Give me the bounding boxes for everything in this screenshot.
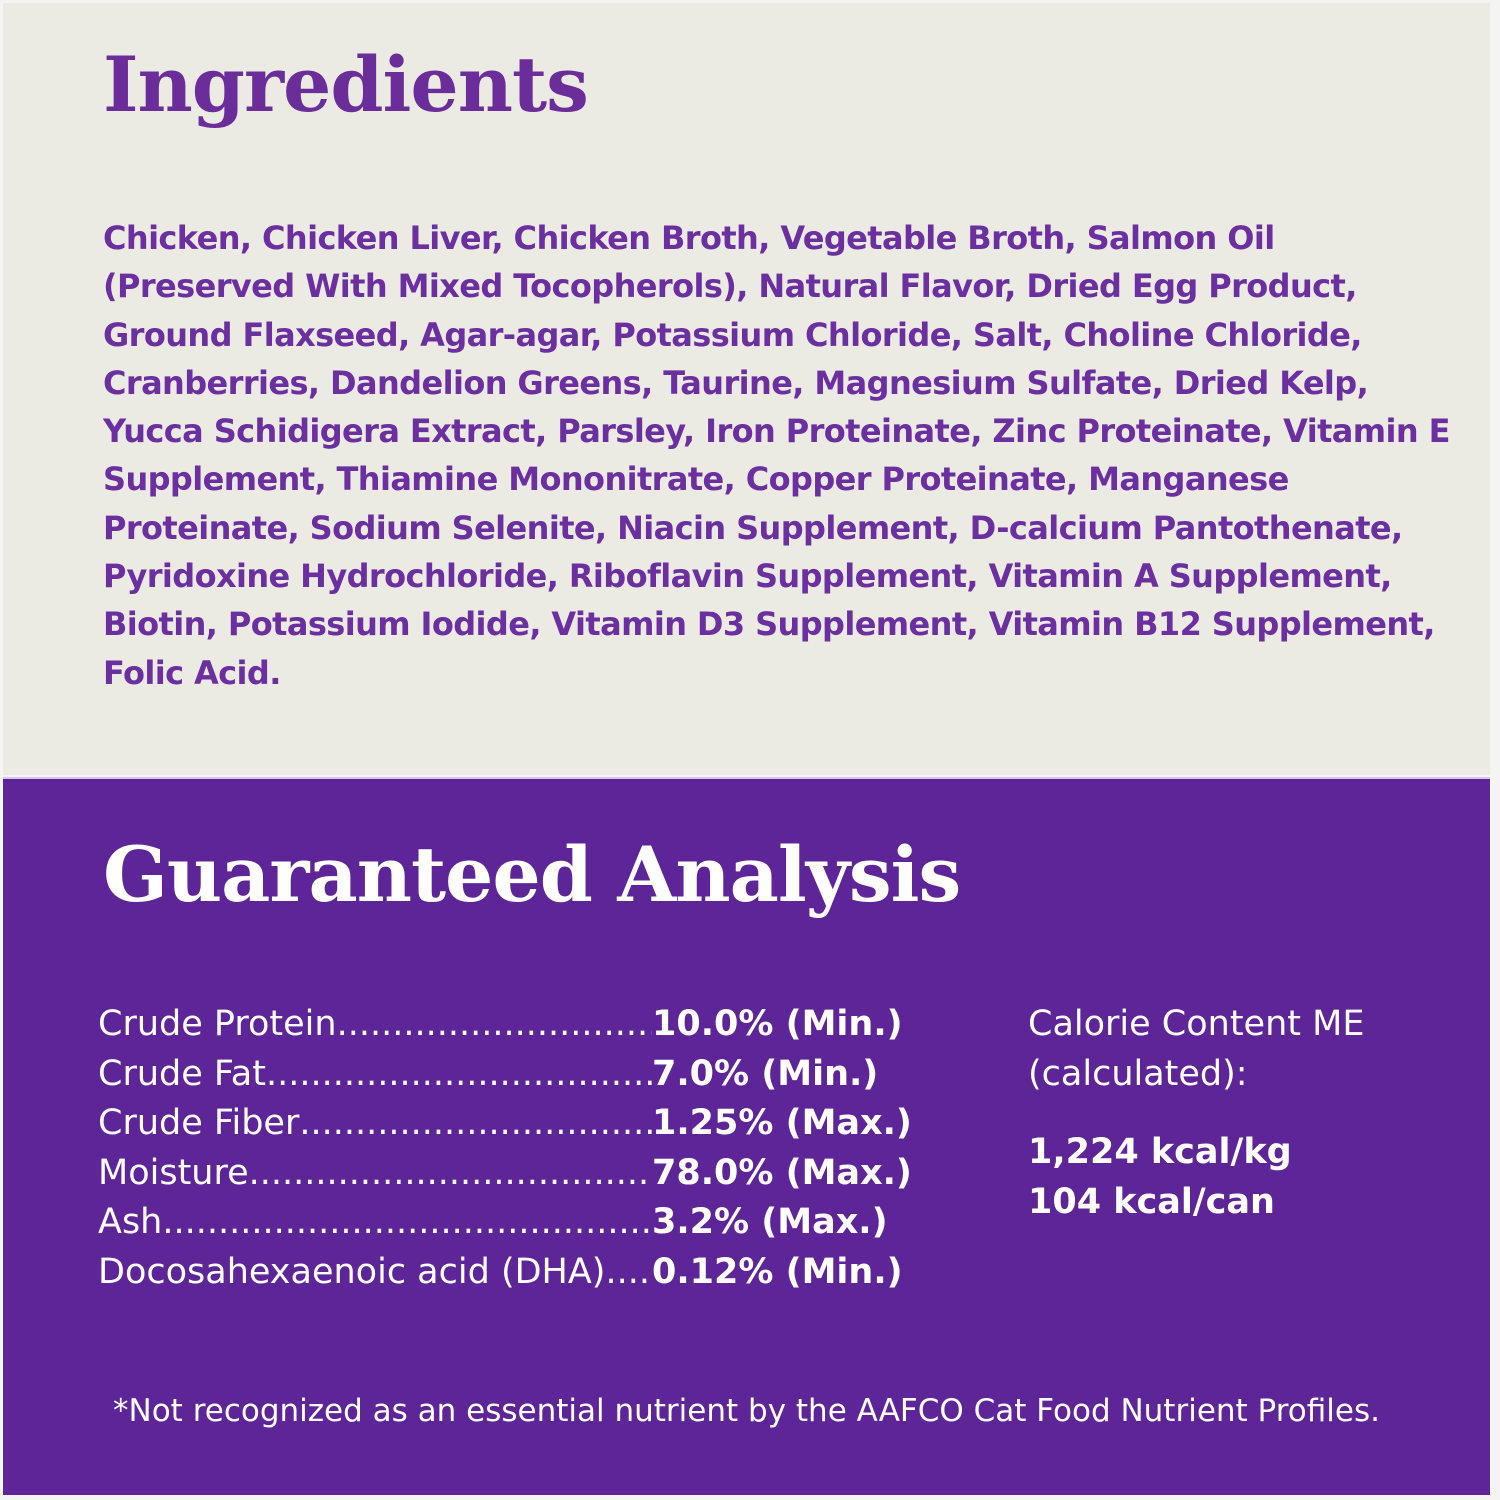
ingredients-line: Supplement, Thiamine Mononitrate, Copper… xyxy=(103,460,1289,499)
analysis-row: Crude Fiber 1.25% (Max.) xyxy=(98,1099,912,1149)
nutrient-label: Ash xyxy=(98,1202,163,1243)
ingredients-line: Yucca Schidigera Extract, Parsley, Iron … xyxy=(103,412,1450,451)
ingredients-line: Chicken, Chicken Liver, Chicken Broth, V… xyxy=(103,219,1275,257)
ingredients-line: Cranberries, Dandelion Greens, Taurine, … xyxy=(103,363,1369,402)
guaranteed-analysis-title: Guaranteed Analysis xyxy=(103,830,961,919)
ingredients-line: Folic Acid. xyxy=(103,653,281,692)
nutrient-label: Crude Fiber xyxy=(98,1103,300,1144)
nutrient-label: Docosahexaenoic acid (DHA) xyxy=(98,1251,606,1292)
calorie-heading: Calorie Content ME (calculated): xyxy=(1028,1000,1364,1099)
analysis-row: Ash 3.2% (Max.) xyxy=(98,1198,912,1248)
analysis-row: Docosahexaenoic acid (DHA) 0.12% (Min.) xyxy=(98,1248,912,1298)
nutrient-value: 7.0% (Min.) xyxy=(652,1053,879,1094)
footnote: *Not recognized as an essential nutrient… xyxy=(113,1393,1380,1429)
calorie-values: 1,224 kcal/kg 104 kcal/can xyxy=(1028,1128,1292,1227)
ingredients-line: (Preserved With Mixed Tocopherols), Natu… xyxy=(103,267,1357,306)
nutrient-value: 78.0% (Max.) xyxy=(652,1152,912,1193)
nutrient-label: Crude Protein xyxy=(98,1004,337,1044)
analysis-row: Crude Protein 10.0% (Min.) xyxy=(98,1000,912,1050)
calorie-heading-line: (calculated): xyxy=(1028,1053,1248,1094)
calorie-per-can: 104 kcal/can xyxy=(1028,1181,1275,1222)
nutrient-label: Moisture xyxy=(98,1152,249,1193)
nutrient-value: 10.0% (Min.) xyxy=(652,1004,903,1044)
analysis-row: Crude Fat 7.0% (Min.) xyxy=(98,1050,912,1100)
ingredients-line: Ground Flaxseed, Agar-agar, Potassium Ch… xyxy=(103,315,1362,354)
calorie-per-kg: 1,224 kcal/kg xyxy=(1028,1132,1292,1172)
ingredients-section xyxy=(3,3,1490,775)
ingredients-list: Chicken, Chicken Liver, Chicken Broth, V… xyxy=(103,214,1450,697)
nutrient-label: Crude Fat xyxy=(98,1053,266,1094)
ingredients-title: Ingredients xyxy=(103,40,589,129)
nutrient-value: 3.2% (Max.) xyxy=(652,1202,888,1243)
guaranteed-analysis-section xyxy=(3,777,1490,1495)
analysis-table: Crude Protein 10.0% (Min.) Crude Fat 7.0% … xyxy=(98,1000,912,1298)
ingredients-line: Biotin, Potassium Iodide, Vitamin D3 Sup… xyxy=(103,605,1435,644)
nutrient-value: 1.25% (Max.) xyxy=(652,1103,912,1144)
calorie-heading-line: Calorie Content ME xyxy=(1028,1004,1365,1044)
nutrient-value: 0.12% (Min.) xyxy=(652,1251,903,1292)
analysis-row: Moisture 78.0% (Max.) xyxy=(98,1149,912,1199)
ingredients-line: Proteinate, Sodium Selenite, Niacin Supp… xyxy=(103,508,1403,547)
ingredients-line: Pyridoxine Hydrochloride, Riboflavin Sup… xyxy=(103,557,1392,596)
